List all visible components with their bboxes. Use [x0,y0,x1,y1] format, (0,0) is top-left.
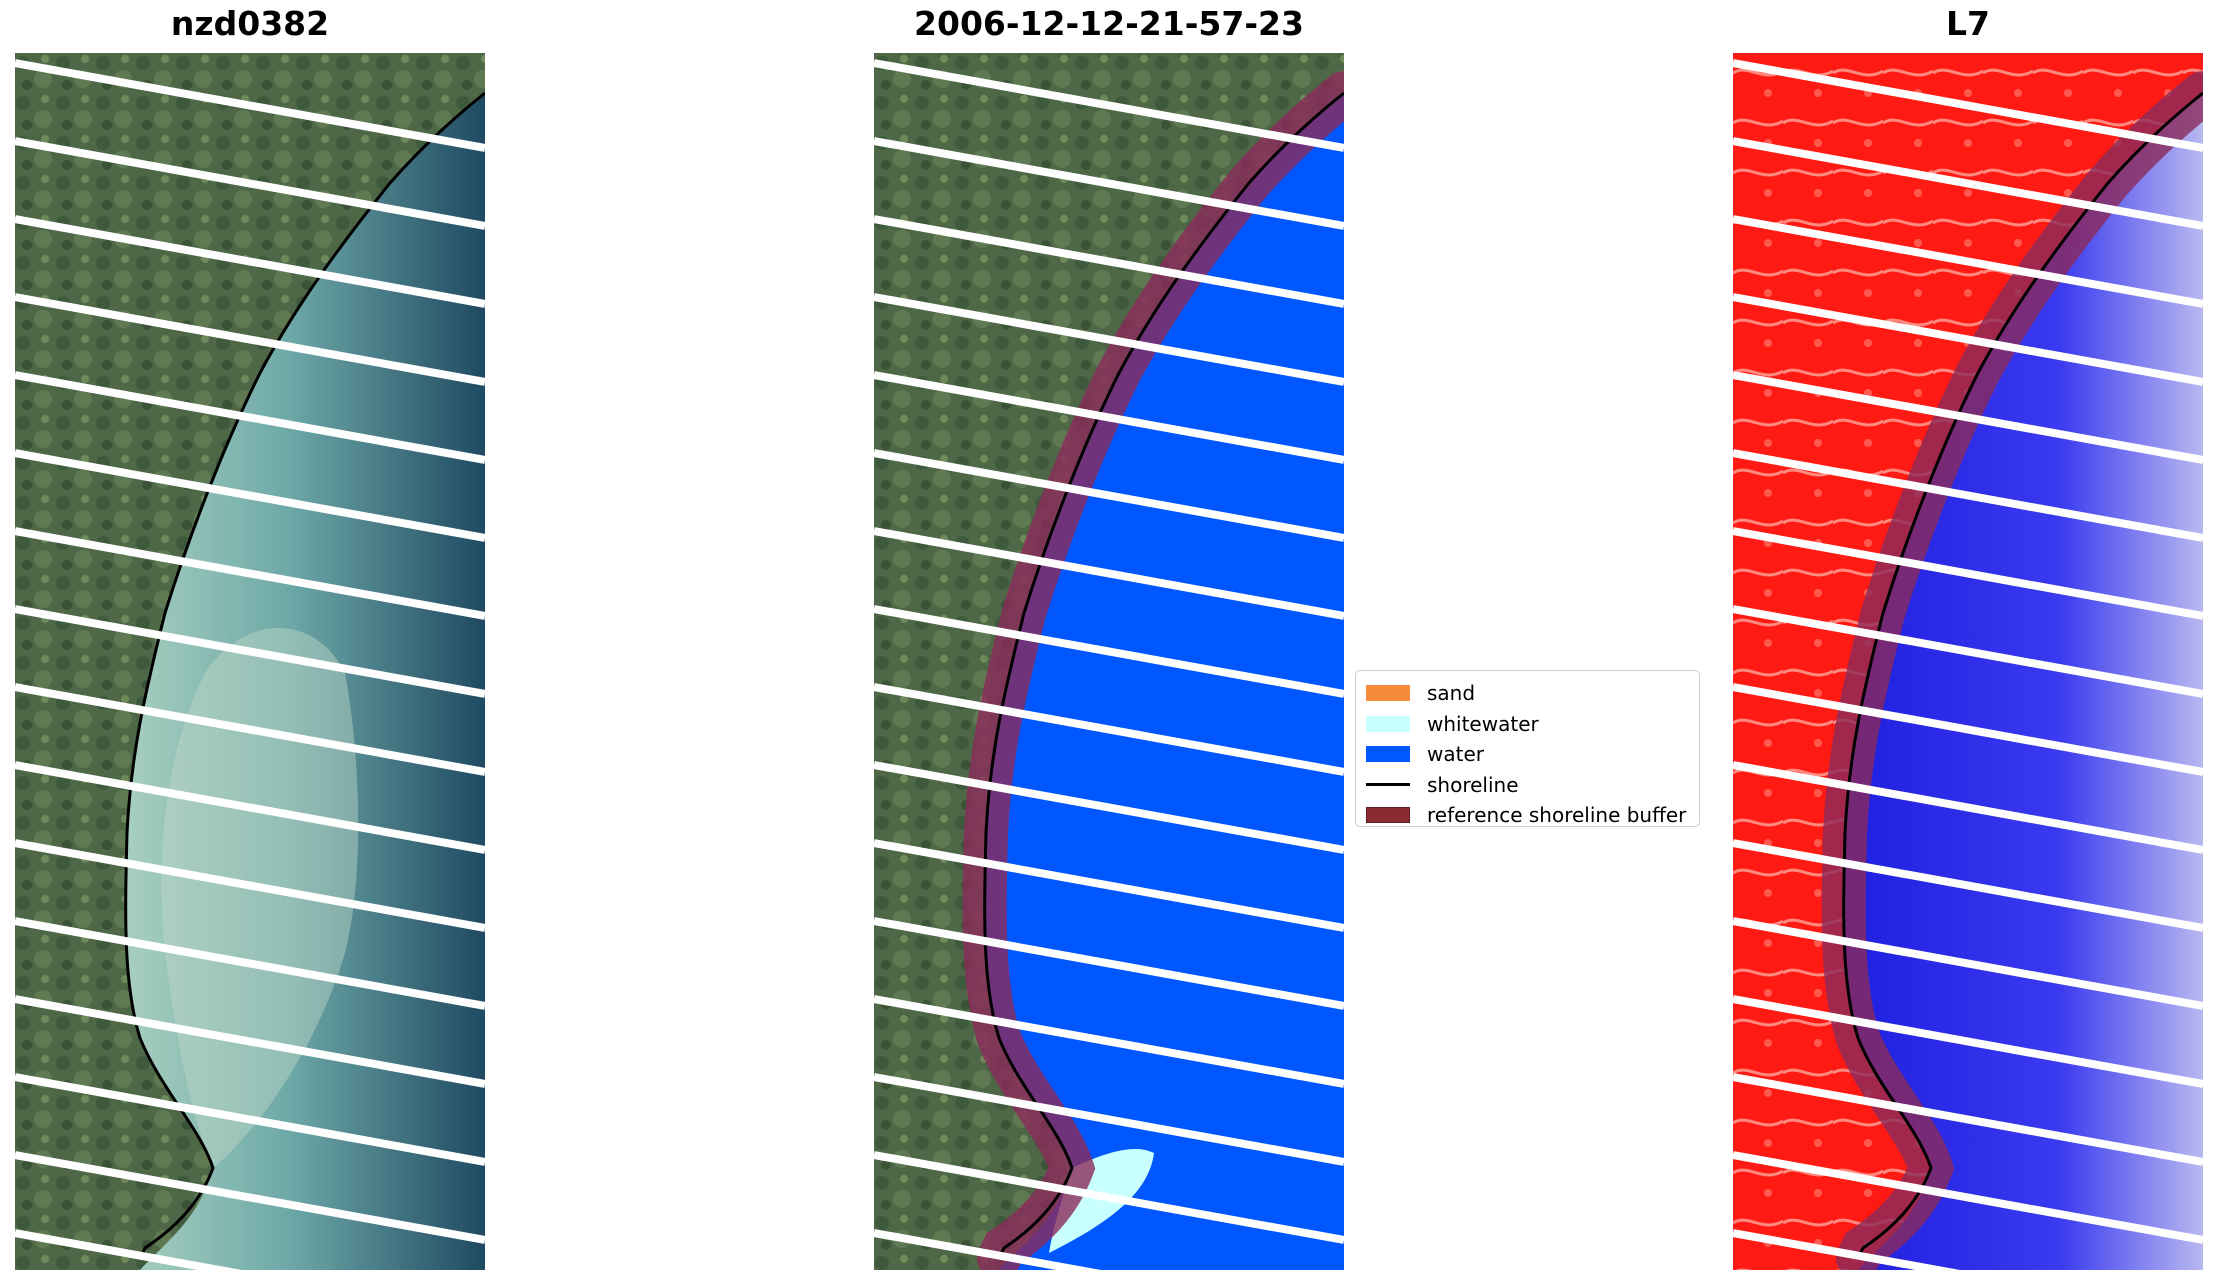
buffer-swatch [1366,807,1410,824]
legend-label: whitewater [1427,711,1539,736]
shoreline [983,91,1344,1259]
rgb-image-panel [15,53,485,1270]
sand-swatch [1366,685,1410,702]
water-class-area [984,93,1344,1270]
index-image-panel [1733,53,2203,1270]
legend-item-sand: sand [1366,678,1689,709]
legend-label: sand [1427,681,1476,706]
panel-title-index: L7 [1946,4,1990,43]
classified-image-panel [874,53,1344,1270]
water-index-area [1843,93,2203,1270]
legend-label: reference shoreline buffer [1427,803,1687,828]
legend-item-water: water [1366,739,1689,770]
shoreline [1842,91,2203,1259]
legend-label: shoreline [1427,772,1519,797]
panel-title-rgb: nzd0382 [170,4,330,43]
scanline-gaps [1733,59,2203,1270]
legend-item-shoreline: shoreline [1366,770,1689,801]
legend-item-whitewater: whitewater [1366,709,1689,740]
shoreline-swatch [1366,783,1410,787]
sea-area [125,93,485,1270]
scanline-gaps [15,59,485,1270]
shoreline [124,91,485,1259]
scanline-gaps [874,59,1344,1270]
whitewater-swatch [1366,715,1410,732]
legend-item-buffer: reference shoreline buffer [1366,800,1689,831]
water-swatch [1366,746,1410,763]
legend-label: water [1427,742,1484,767]
panel-title-date: 2006-12-12-21-57-23 [914,4,1304,43]
legend: sand whitewater water shoreline referenc… [1355,670,1700,827]
